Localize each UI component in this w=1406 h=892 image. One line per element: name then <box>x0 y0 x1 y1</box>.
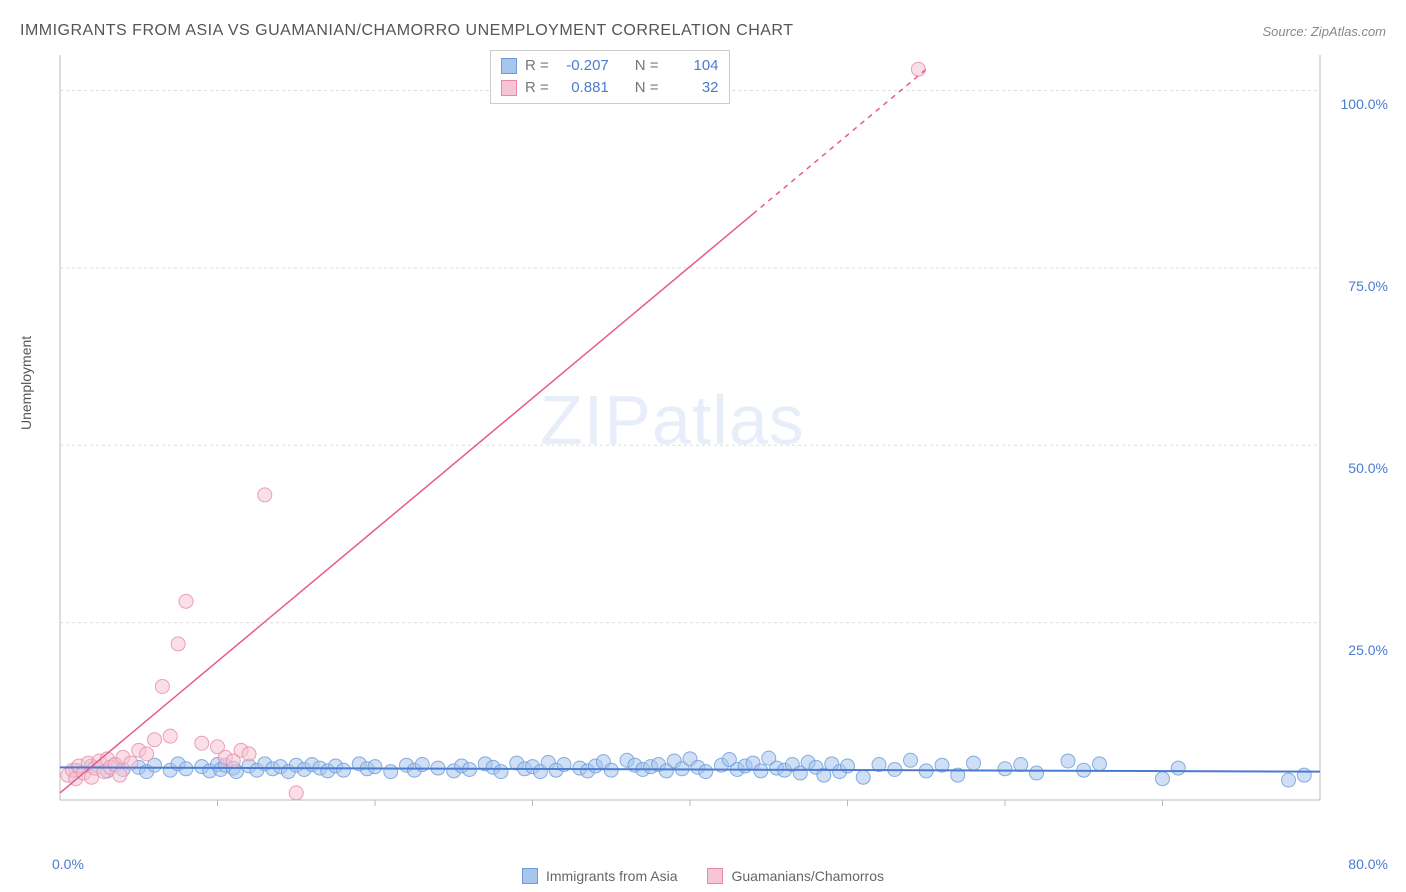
chart-title: IMMIGRANTS FROM ASIA VS GUAMANIAN/CHAMOR… <box>20 22 793 40</box>
x-tick-0: 0.0% <box>52 856 84 872</box>
n-label: N = <box>635 55 659 77</box>
y-tick-75: 75.0% <box>1348 278 1388 294</box>
legend-label-1: Immigrants from Asia <box>546 868 677 884</box>
legend-item-series2: Guamanians/Chamorros <box>707 868 884 884</box>
stats-row-series1: R = -0.207 N = 104 <box>501 55 719 77</box>
legend-label-2: Guamanians/Chamorros <box>731 868 884 884</box>
stats-swatch-pink <box>501 80 517 96</box>
scatter-plot <box>55 50 1385 840</box>
r-value-2: 0.881 <box>557 77 609 99</box>
correlation-stats-box: R = -0.207 N = 104 R = 0.881 N = 32 <box>490 50 730 104</box>
legend-swatch-blue <box>522 868 538 884</box>
r-label: R = <box>525 77 549 99</box>
source-attribution: Source: ZipAtlas.com <box>1262 24 1386 39</box>
stats-swatch-blue <box>501 58 517 74</box>
n-value-2: 32 <box>667 77 719 99</box>
stats-row-series2: R = 0.881 N = 32 <box>501 77 719 99</box>
n-value-1: 104 <box>667 55 719 77</box>
y-tick-50: 50.0% <box>1348 460 1388 476</box>
y-tick-25: 25.0% <box>1348 642 1388 658</box>
n-label: N = <box>635 77 659 99</box>
x-tick-80: 80.0% <box>1348 856 1388 872</box>
legend-swatch-pink <box>707 868 723 884</box>
r-label: R = <box>525 55 549 77</box>
y-tick-100: 100.0% <box>1341 96 1388 112</box>
legend-item-series1: Immigrants from Asia <box>522 868 677 884</box>
r-value-1: -0.207 <box>557 55 609 77</box>
y-axis-label: Unemployment <box>18 336 34 430</box>
chart-container <box>55 50 1385 840</box>
legend: Immigrants from Asia Guamanians/Chamorro… <box>522 868 884 884</box>
